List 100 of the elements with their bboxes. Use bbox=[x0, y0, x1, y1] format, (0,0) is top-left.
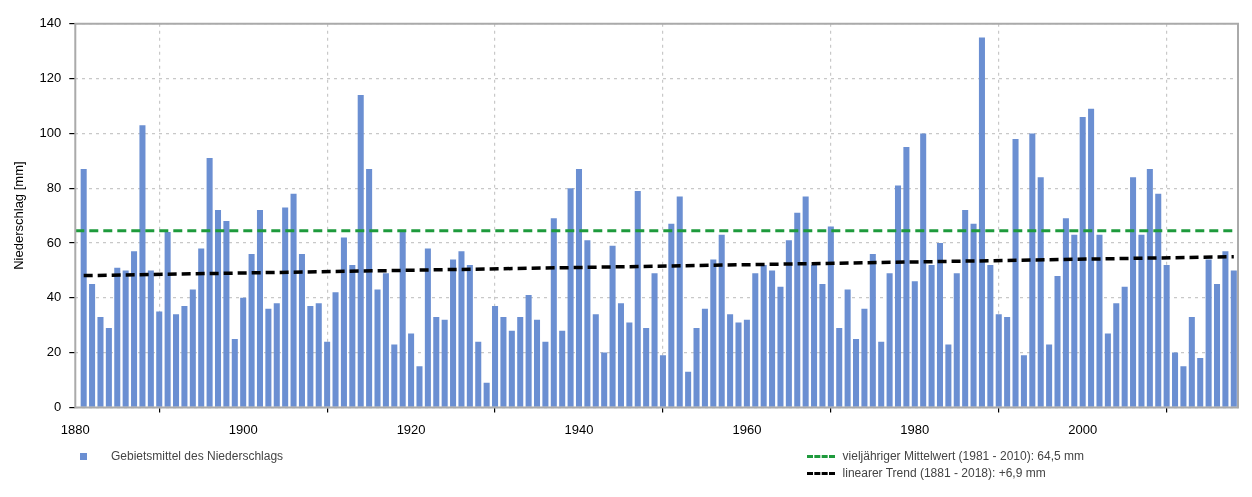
bar bbox=[1197, 358, 1204, 407]
bar bbox=[634, 190, 641, 407]
bar bbox=[735, 322, 742, 407]
y-tick-label: 100 bbox=[39, 124, 62, 140]
bar bbox=[1046, 344, 1053, 407]
bar bbox=[693, 327, 700, 407]
bar bbox=[651, 273, 658, 407]
bar bbox=[525, 295, 532, 407]
bar bbox=[1079, 116, 1086, 407]
bar bbox=[189, 289, 196, 407]
bar bbox=[1172, 352, 1179, 407]
bar bbox=[391, 344, 398, 407]
bar bbox=[231, 338, 238, 407]
bar bbox=[399, 232, 406, 407]
bar bbox=[1230, 270, 1237, 407]
bar bbox=[240, 297, 247, 407]
x-tick-label: 1960 bbox=[732, 421, 762, 437]
bar bbox=[567, 188, 574, 407]
bar bbox=[869, 253, 876, 407]
bar bbox=[475, 341, 482, 407]
bar bbox=[114, 267, 121, 407]
bar bbox=[643, 327, 650, 407]
bar bbox=[265, 308, 272, 407]
bar bbox=[936, 243, 943, 407]
bar bbox=[668, 223, 675, 407]
bar bbox=[139, 125, 146, 407]
bar bbox=[1037, 177, 1044, 407]
bar bbox=[483, 382, 490, 407]
bar bbox=[575, 169, 583, 407]
bar bbox=[1012, 138, 1019, 407]
bar bbox=[601, 352, 608, 407]
bar bbox=[995, 314, 1002, 407]
bar bbox=[332, 292, 339, 407]
bar bbox=[173, 314, 180, 407]
bar bbox=[256, 210, 263, 407]
bar bbox=[1138, 234, 1145, 407]
bar bbox=[827, 226, 834, 407]
y-tick-label: 40 bbox=[46, 289, 62, 305]
bar bbox=[307, 306, 314, 407]
bar bbox=[617, 303, 624, 407]
bar bbox=[424, 248, 431, 407]
bar bbox=[89, 284, 96, 407]
legend-label: linearer Trend (1881 - 2018): +6,9 mm bbox=[842, 466, 1046, 480]
bar bbox=[1163, 264, 1170, 407]
y-tick-label: 20 bbox=[46, 344, 62, 360]
bar bbox=[164, 232, 171, 407]
bar bbox=[248, 253, 255, 407]
bar bbox=[441, 319, 448, 407]
bar bbox=[894, 185, 902, 407]
bar bbox=[878, 341, 885, 407]
bar bbox=[861, 308, 868, 407]
bar bbox=[920, 133, 927, 407]
bar bbox=[282, 207, 289, 407]
bar bbox=[962, 210, 969, 407]
x-tick-label: 1980 bbox=[900, 421, 930, 437]
bar bbox=[105, 327, 112, 407]
bar bbox=[550, 218, 557, 407]
bar bbox=[970, 223, 977, 407]
bar bbox=[80, 169, 87, 407]
bar bbox=[743, 319, 750, 407]
bar bbox=[1054, 275, 1061, 407]
bar bbox=[1155, 193, 1162, 407]
bar bbox=[903, 147, 910, 407]
y-tick-label: 80 bbox=[46, 179, 62, 195]
bar bbox=[1062, 218, 1069, 407]
bar bbox=[844, 289, 851, 407]
bar bbox=[1205, 259, 1212, 407]
bar bbox=[206, 158, 213, 407]
bar bbox=[357, 95, 364, 407]
bar bbox=[836, 327, 843, 407]
bar bbox=[626, 322, 633, 407]
bar bbox=[718, 234, 725, 407]
bar bbox=[777, 286, 784, 407]
bar bbox=[156, 311, 163, 407]
bar bbox=[1029, 133, 1036, 407]
bar bbox=[1130, 177, 1137, 407]
bar bbox=[273, 303, 280, 407]
bar bbox=[366, 169, 373, 407]
bar bbox=[1020, 355, 1027, 407]
y-tick-label: 0 bbox=[54, 398, 62, 414]
bar bbox=[1188, 316, 1195, 407]
bar bbox=[794, 212, 801, 407]
bar bbox=[727, 314, 734, 407]
bar bbox=[131, 251, 138, 407]
x-tick-label: 1940 bbox=[564, 421, 594, 437]
bar bbox=[374, 289, 381, 407]
bar bbox=[492, 306, 499, 407]
bar bbox=[802, 196, 809, 407]
bar bbox=[886, 273, 893, 407]
bar bbox=[1121, 286, 1128, 407]
bar bbox=[1071, 234, 1078, 407]
bar bbox=[710, 259, 717, 407]
x-tick-label: 2000 bbox=[1068, 421, 1098, 437]
bar bbox=[978, 37, 985, 407]
bar bbox=[198, 248, 205, 407]
bar bbox=[517, 316, 524, 407]
bar bbox=[559, 330, 566, 407]
bar bbox=[349, 264, 356, 407]
x-tick-label: 1900 bbox=[228, 421, 258, 437]
bar bbox=[760, 264, 767, 407]
